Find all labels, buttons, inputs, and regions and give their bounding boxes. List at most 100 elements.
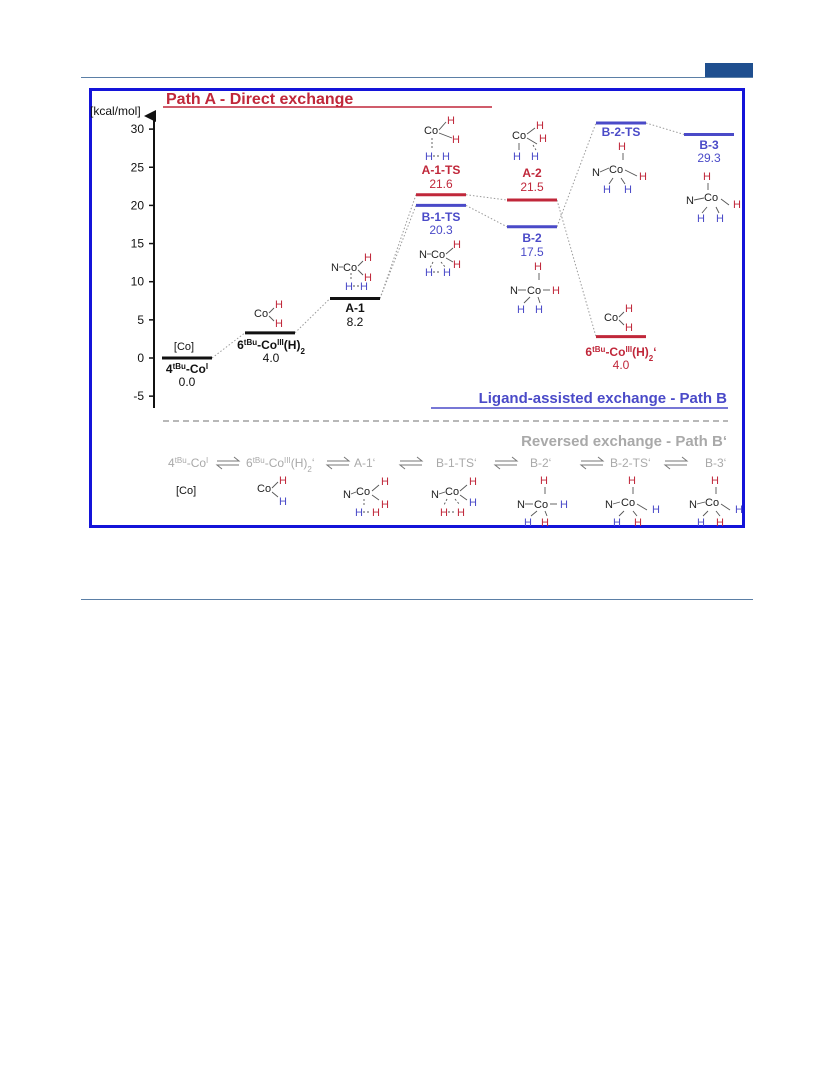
h-atom: H — [624, 184, 632, 196]
co-atom: Co — [527, 285, 541, 297]
equilibrium-arrow — [493, 464, 517, 470]
y-tick-label: 10 — [131, 275, 145, 289]
co-atom: Co — [254, 308, 268, 320]
figure-frame — [89, 88, 745, 528]
atom: H — [524, 517, 532, 529]
connection-a-1-ts-a-2 — [465, 194, 508, 201]
atom: H — [381, 499, 389, 511]
h-atom: H — [453, 259, 461, 271]
y-axis-label: [kcal/mol] — [90, 104, 141, 118]
co-atom: Co — [431, 249, 445, 261]
y-tick-label: 15 — [131, 237, 145, 251]
atom: H — [469, 476, 477, 488]
connection-a-2-co-h2-prime — [556, 199, 597, 337]
bond — [632, 510, 638, 517]
n-atom: N — [419, 249, 427, 261]
energy-levels — [162, 121, 734, 360]
state-name-a-1: A-1 — [345, 301, 365, 315]
bond — [636, 503, 648, 511]
atom: H — [634, 517, 642, 529]
reversed-state-1: 6tBu-CoIII(H)2‘ — [246, 456, 315, 474]
h-atom: H — [443, 267, 451, 279]
state-top-co-start: [Co] — [174, 341, 194, 353]
bond — [701, 206, 708, 214]
bond — [271, 481, 279, 489]
atom: N — [689, 499, 697, 511]
atom: H — [560, 499, 568, 511]
atom: H — [440, 507, 448, 519]
reversed-state-3: B-1-TS‘ — [436, 456, 477, 470]
connection-b-2-b-2-ts — [556, 122, 597, 227]
atom: H — [540, 475, 548, 487]
y-tick-label: -5 — [133, 389, 144, 403]
state-value-a-2: 21.5 — [520, 180, 544, 194]
bond — [523, 296, 531, 304]
h-atom: H — [360, 281, 368, 293]
path-titles: Path A - Direct exchange Ligand-assisted … — [163, 91, 728, 450]
bond — [702, 510, 709, 517]
bond — [443, 498, 448, 506]
bond — [438, 121, 447, 131]
h-atom: H — [425, 151, 433, 163]
h-atom: H — [442, 151, 450, 163]
h-atom: H — [536, 120, 544, 132]
y-tick-label: 30 — [131, 122, 145, 136]
bond — [271, 491, 279, 498]
state-name-a-1-ts: A-1-TS — [422, 163, 461, 177]
state-name-b-3: B-3 — [699, 138, 719, 152]
h-atom: H — [425, 267, 433, 279]
path-b-title: Ligand-assisted exchange - Path B — [479, 390, 728, 407]
connection-b-2-ts-b-3 — [645, 122, 685, 135]
equilibrium-arrow — [217, 456, 241, 462]
equilibrium-arrow — [327, 456, 351, 462]
connections — [211, 122, 685, 359]
bond — [526, 137, 538, 145]
bond — [544, 510, 548, 517]
bond — [715, 510, 721, 517]
atom: N — [605, 499, 613, 511]
bond — [438, 132, 453, 139]
connection-a-1-b-1-ts — [379, 205, 417, 299]
h-atom: H — [531, 151, 539, 163]
atom: H — [457, 507, 465, 519]
atom: H — [613, 517, 621, 529]
state-value-a-1: 8.2 — [347, 315, 364, 329]
h-atom: H — [275, 299, 283, 311]
atom: H — [716, 517, 724, 529]
bond — [268, 307, 275, 314]
equilibrium-arrow — [579, 464, 603, 470]
atom: H — [355, 507, 363, 519]
state-name-a-2: A-2 — [522, 166, 542, 180]
co-atom: Co — [343, 262, 357, 274]
bond — [530, 510, 538, 517]
n-atom: N — [510, 285, 518, 297]
h-atom: H — [733, 199, 741, 211]
atom: H — [541, 517, 549, 529]
atom: Co — [257, 483, 271, 495]
equilibrium-arrow — [581, 456, 605, 462]
state-name-b-1-ts: B-1-TS — [422, 210, 461, 224]
co-atom: Co — [604, 312, 618, 324]
state-value-b-3: 29.3 — [697, 151, 721, 165]
connection-co-h2-a-1 — [294, 298, 331, 334]
n-atom: N — [331, 262, 339, 274]
atom: H — [279, 496, 287, 508]
h-atom: H — [625, 303, 633, 315]
footer-rule — [81, 599, 753, 600]
atom: H — [469, 497, 477, 509]
atom: H — [381, 476, 389, 488]
bond — [720, 198, 730, 206]
atom: H — [735, 504, 743, 516]
atom: N — [517, 499, 525, 511]
state-value-co-h2: 4.0 — [263, 351, 280, 365]
bond — [715, 206, 720, 214]
co-atom: Co — [609, 164, 623, 176]
h-atom: H — [539, 133, 547, 145]
n-atom: N — [686, 195, 694, 207]
bond — [612, 501, 621, 505]
h-atom: H — [517, 304, 525, 316]
state-name-co-start: 4tBu-CoI — [166, 362, 208, 377]
atom: N — [343, 489, 351, 501]
state-value-a-1-ts: 21.6 — [429, 177, 453, 191]
